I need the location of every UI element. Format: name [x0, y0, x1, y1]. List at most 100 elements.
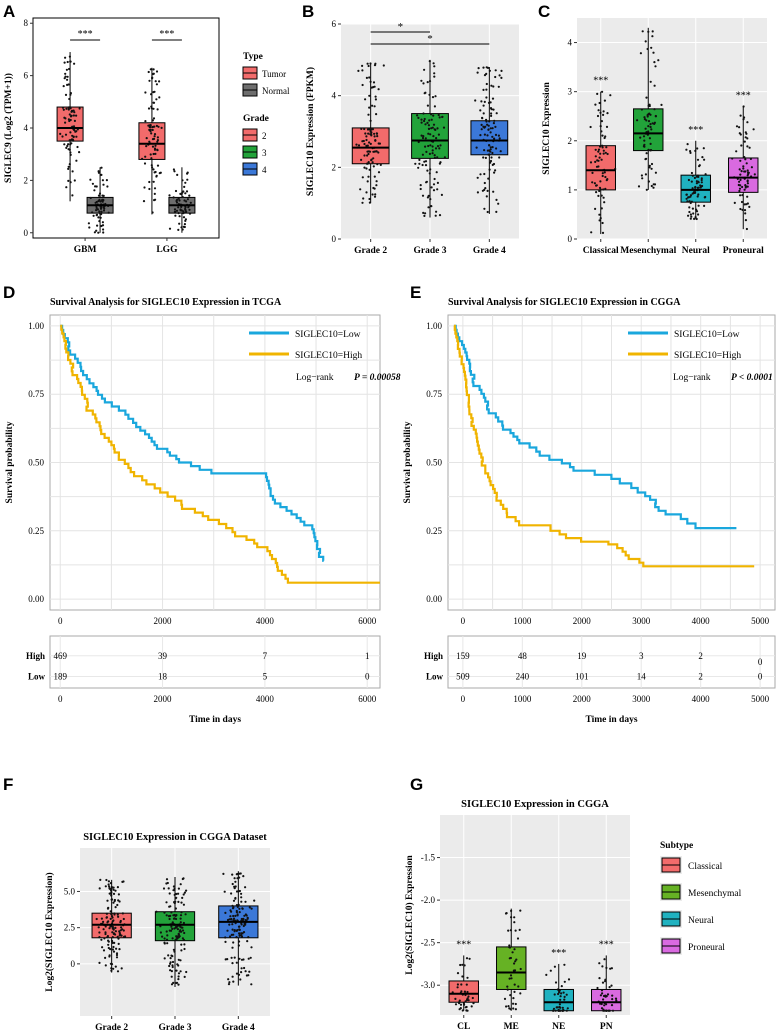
data-point [231, 962, 234, 965]
data-point [232, 941, 235, 944]
data-point [75, 159, 78, 162]
y-axis-label: Survival probability [5, 421, 15, 503]
data-point [247, 974, 250, 977]
data-point [514, 1002, 517, 1006]
data-point [647, 125, 650, 128]
data-point [475, 146, 478, 149]
data-point [247, 957, 250, 960]
data-point [645, 188, 648, 191]
x-tick-label: 2000 [154, 616, 173, 626]
data-point [102, 928, 105, 931]
data-point [224, 940, 227, 944]
data-point [170, 983, 174, 986]
data-point [69, 60, 72, 63]
data-point [743, 116, 746, 119]
data-point [485, 120, 488, 123]
data-point [181, 228, 184, 231]
data-point [242, 958, 245, 961]
data-point [699, 186, 702, 189]
data-point [430, 205, 433, 208]
data-point [185, 210, 188, 213]
data-point [372, 157, 375, 160]
data-point [100, 210, 103, 213]
y-axis-label: SIGLEC10 Expression (FPKM) [305, 67, 316, 196]
legend-label: 4 [262, 165, 267, 175]
data-point [598, 962, 601, 965]
data-point [182, 877, 185, 880]
data-point [689, 213, 693, 216]
data-point [646, 114, 649, 117]
data-point [432, 123, 436, 126]
data-point [149, 125, 152, 129]
data-point [601, 221, 604, 225]
x-tick-label: 5000 [751, 694, 770, 704]
data-point [154, 198, 157, 201]
data-point [651, 30, 654, 33]
data-point [176, 928, 179, 931]
y-tick-label: 0.50 [426, 458, 442, 468]
survival-curve [60, 324, 380, 584]
data-point [368, 197, 371, 201]
data-point [98, 220, 101, 223]
x-tick-label: 0 [58, 694, 63, 704]
data-point [373, 135, 376, 138]
data-point [600, 207, 603, 210]
data-point [604, 151, 607, 154]
data-point [179, 959, 182, 962]
data-point [228, 923, 231, 926]
data-point [110, 969, 113, 972]
data-point [111, 931, 114, 934]
data-point [557, 992, 560, 996]
data-point [685, 197, 688, 200]
data-point [227, 978, 230, 981]
risk-count: 0 [758, 657, 763, 667]
data-point [483, 181, 486, 185]
data-point [694, 149, 697, 152]
data-point [166, 881, 169, 885]
data-point [183, 931, 186, 935]
data-point [107, 946, 110, 950]
data-point [600, 989, 604, 992]
data-point [151, 76, 154, 79]
data-point [64, 56, 67, 59]
data-point [509, 956, 512, 960]
data-point [375, 184, 378, 187]
data-point [66, 60, 69, 64]
data-point [240, 935, 244, 938]
data-point [182, 210, 185, 213]
data-point [491, 135, 494, 138]
data-point [170, 975, 173, 978]
data-point [224, 911, 227, 915]
data-point [163, 957, 166, 960]
data-point [110, 915, 114, 918]
data-point [610, 1004, 614, 1007]
data-point [100, 207, 103, 210]
data-point [742, 167, 745, 170]
data-point [741, 208, 744, 211]
data-point [234, 914, 237, 918]
x-tick-label: 0 [58, 616, 63, 626]
chart-title: SIGLEC10 Expression in CGGA [461, 799, 609, 810]
data-point [602, 998, 605, 1001]
data-point [92, 214, 95, 217]
data-point [471, 996, 474, 1000]
data-point [234, 897, 237, 900]
y-tick-label: 6 [24, 71, 29, 81]
data-point [104, 885, 107, 888]
data-point [183, 185, 186, 188]
data-point [600, 130, 603, 133]
data-point [246, 917, 249, 920]
panel-e: Survival Analysis for SIGLEC10 Expressio… [403, 297, 776, 725]
data-point [738, 126, 741, 129]
x-tick-label: 4000 [692, 616, 711, 626]
data-point [102, 231, 105, 234]
data-point [753, 173, 756, 176]
data-point [429, 144, 432, 147]
data-point [595, 191, 598, 194]
data-point [483, 172, 486, 176]
data-point [417, 166, 420, 169]
data-point [172, 196, 175, 199]
data-point [696, 195, 699, 198]
data-point [242, 875, 245, 878]
data-point [107, 880, 110, 883]
